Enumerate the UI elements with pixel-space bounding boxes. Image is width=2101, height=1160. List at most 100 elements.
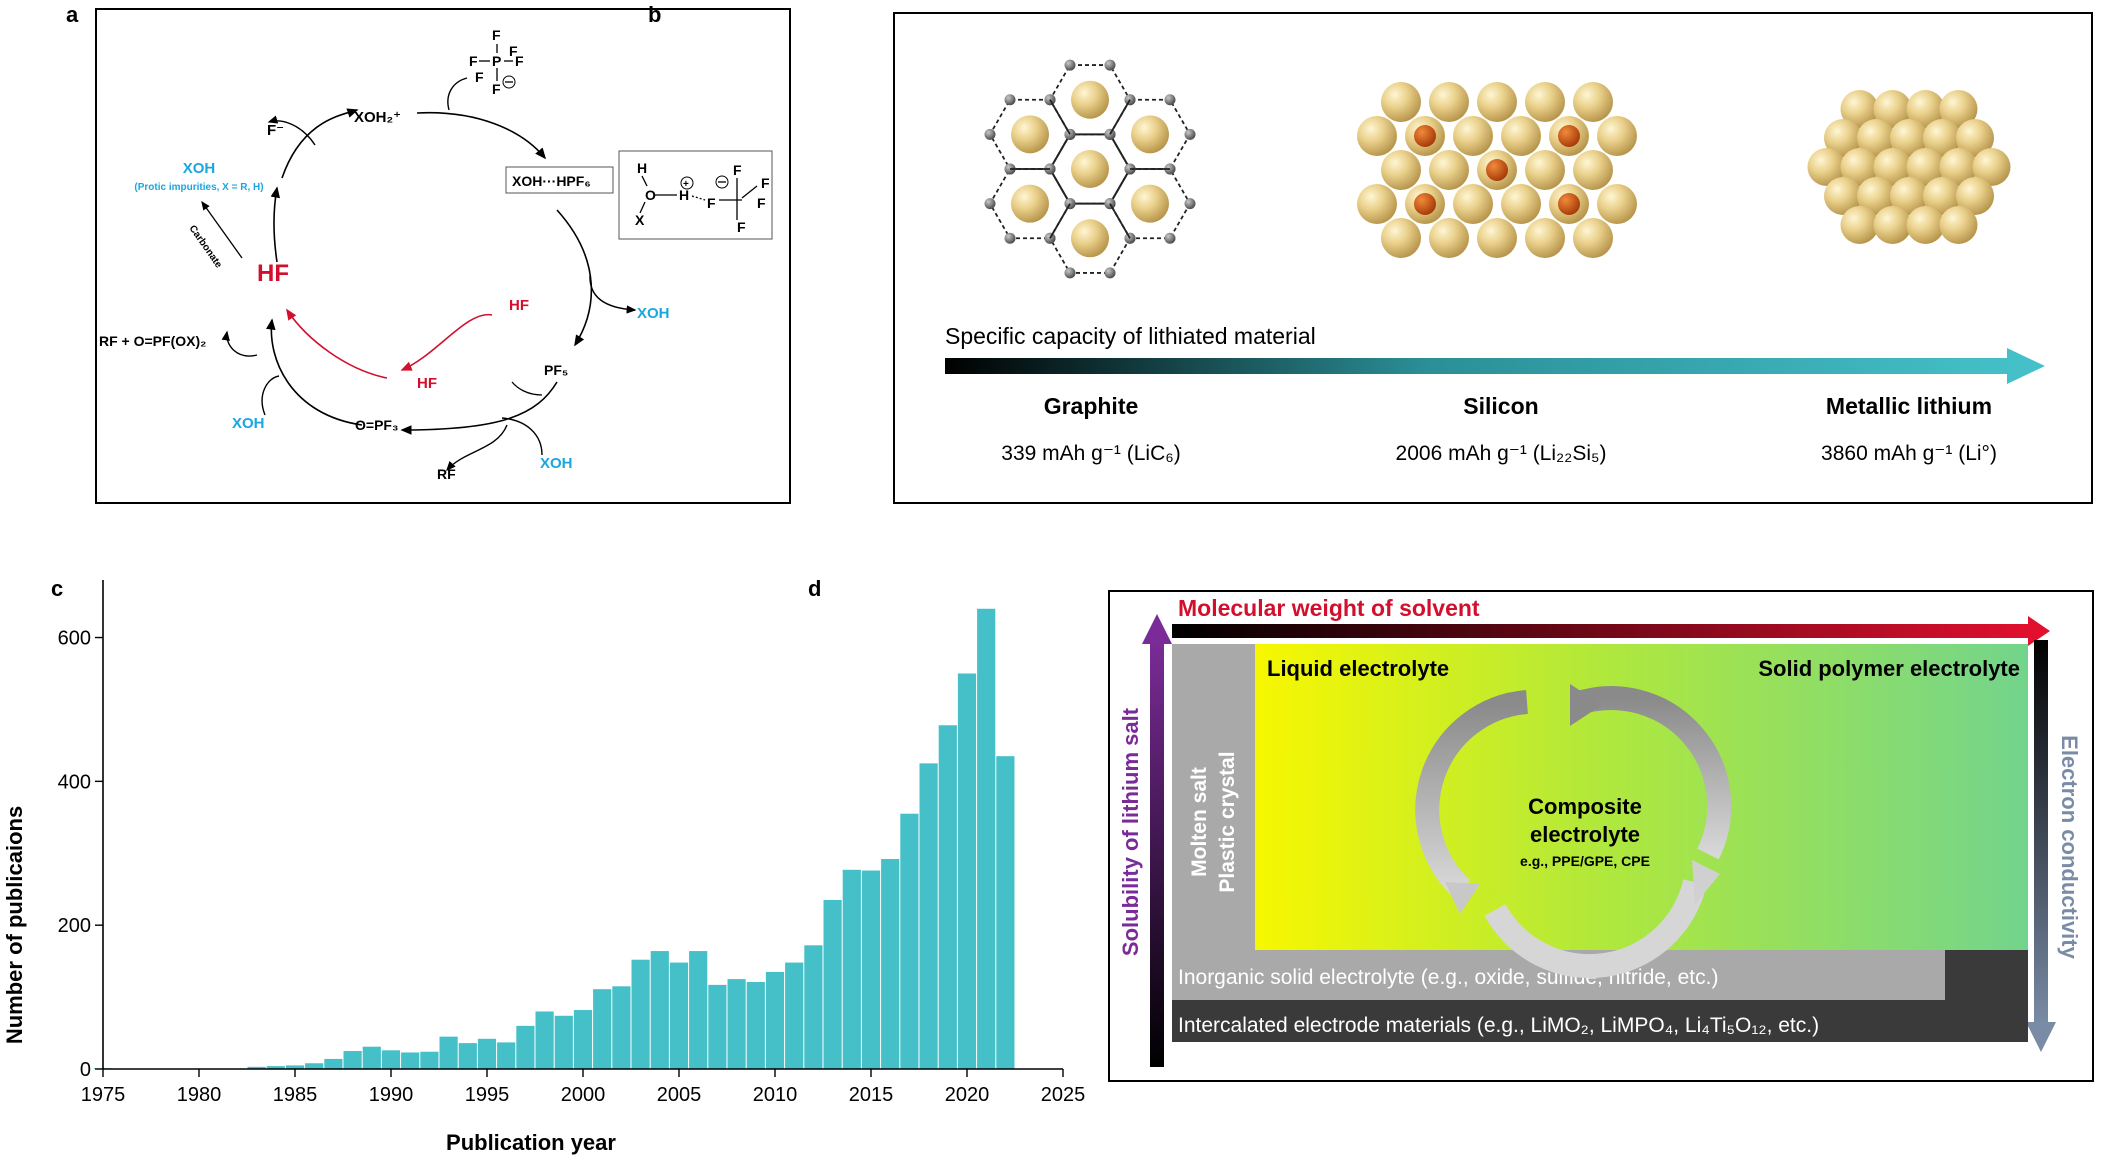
bar-2009 bbox=[746, 981, 765, 1069]
x-tick-label: 2025 bbox=[1041, 1084, 1086, 1106]
panel-a-frame: XOH₂⁺ F⁻ XOH (Protic impurities, X = R, … bbox=[95, 8, 791, 504]
arrow-xoh-left-in bbox=[261, 375, 280, 416]
label-carbonate: Carbonate bbox=[187, 223, 225, 270]
arrow-rf-out bbox=[446, 424, 508, 472]
svg-text:P: P bbox=[492, 53, 501, 69]
label-f-minus: F⁻ bbox=[267, 122, 284, 139]
panel-d-frame: Molecular weight of solvent Solubility o… bbox=[1108, 590, 2094, 1082]
label-composite-examples: e.g., PPE/GPE, CPE bbox=[1520, 853, 1650, 869]
arrow-xoh-out bbox=[589, 274, 637, 314]
bar-1987 bbox=[324, 1058, 343, 1069]
x-tick-label: 1995 bbox=[465, 1084, 510, 1106]
arrow-rf-product bbox=[221, 330, 258, 357]
x-tick-label: 1975 bbox=[81, 1084, 126, 1106]
label-plastic-crystal: Plastic crystal bbox=[1216, 751, 1239, 892]
label-hf-red-mid: HF bbox=[417, 375, 437, 392]
svg-text:+: + bbox=[683, 179, 689, 190]
y-tick-label: 600 bbox=[58, 628, 91, 650]
bar-2001 bbox=[593, 989, 612, 1069]
label-hf-main: HF bbox=[257, 260, 289, 287]
capacity-arrow-label: Specific capacity of lithiated material bbox=[945, 323, 1316, 349]
bar-1996 bbox=[497, 1042, 516, 1069]
bar-1983 bbox=[247, 1066, 266, 1069]
label-xoh-right: XOH bbox=[637, 305, 670, 322]
x-tick-label: 2020 bbox=[945, 1084, 990, 1106]
label-inorganic: Inorganic solid electrolyte (e.g., oxide… bbox=[1178, 966, 1718, 989]
capacity-arrow-head bbox=[2007, 348, 2045, 384]
svg-text:X: X bbox=[635, 212, 645, 228]
bar-2000 bbox=[573, 1010, 593, 1069]
label-intercalated: Intercalated electrode materials (e.g., … bbox=[1178, 1014, 1819, 1037]
bar-1988 bbox=[343, 1051, 362, 1069]
bar-2008 bbox=[727, 979, 746, 1069]
arrow-carbonate bbox=[201, 200, 243, 259]
label-composite: Composite bbox=[1528, 794, 1642, 819]
y-tick-label: 0 bbox=[80, 1059, 91, 1081]
bar-2014 bbox=[842, 869, 861, 1069]
svg-text:O: O bbox=[645, 187, 656, 203]
svg-text:F: F bbox=[492, 27, 501, 43]
arrow-hf-red-2 bbox=[286, 308, 388, 379]
bar-2022 bbox=[996, 756, 1015, 1069]
top-arrow-label: Molecular weight of solvent bbox=[1178, 595, 1480, 621]
molten-plastic-area bbox=[1172, 644, 1255, 950]
electrolyte-classification-diagram: Molecular weight of solvent Solubility o… bbox=[1118, 595, 2082, 1067]
bar-1990 bbox=[381, 1050, 401, 1069]
arrow-hf-release bbox=[511, 381, 543, 396]
bar-1984 bbox=[266, 1066, 285, 1069]
publications-bar-chart: 1975 1980 1985 1990 1995 2000 2005 2010 2015 2020… bbox=[2, 580, 1086, 1155]
graphite-structure bbox=[984, 59, 1196, 279]
label-xoh-bottom: XOH bbox=[540, 455, 573, 472]
bar-2015 bbox=[861, 870, 881, 1069]
bar-2012 bbox=[804, 945, 823, 1069]
svg-text:F: F bbox=[757, 195, 766, 211]
bar-2011 bbox=[785, 962, 804, 1069]
bar-1986 bbox=[305, 1063, 324, 1069]
bar-2021 bbox=[977, 608, 996, 1069]
label-xoh-hpf6: XOH···HPF₆ bbox=[512, 173, 591, 189]
svg-text:F: F bbox=[475, 69, 484, 85]
panel-letter-d: d bbox=[808, 576, 822, 601]
arrow-to-complex bbox=[416, 111, 547, 160]
arrow-xoh-to-xoh2 bbox=[281, 108, 359, 179]
bar-2005 bbox=[669, 962, 689, 1069]
svg-text:F: F bbox=[737, 219, 746, 235]
bar-2006 bbox=[689, 951, 708, 1069]
label-rf-product: RF + O=PF(OX)₂ bbox=[99, 333, 206, 349]
arrow-hf-up bbox=[270, 186, 281, 263]
complex-box bbox=[505, 166, 614, 194]
bar-1985 bbox=[285, 1065, 305, 1069]
bar-1995 bbox=[477, 1038, 497, 1069]
label-xoh-left: XOH bbox=[232, 415, 265, 432]
svg-text:H: H bbox=[637, 160, 647, 176]
label-protic-note: (Protic impurities, X = R, H) bbox=[134, 182, 263, 193]
label-hf-red-top: HF bbox=[509, 297, 529, 314]
label-xoh2: XOH₂⁺ bbox=[354, 109, 401, 126]
y-tick-label: 200 bbox=[58, 915, 91, 937]
material-name-lithium: Metallic lithium bbox=[1826, 393, 1992, 419]
panel-letter-c: c bbox=[51, 576, 64, 601]
hpf6-structure: H O X H F F F F F + bbox=[635, 160, 770, 235]
panel-b-frame: Specific capacity of lithiated material … bbox=[893, 12, 2093, 504]
x-tick-label: 2010 bbox=[753, 1084, 798, 1106]
x-tick-label: 2005 bbox=[657, 1084, 702, 1106]
top-arrow-head bbox=[2028, 616, 2050, 646]
material-capacity-silicon: 2006 mAh g⁻¹ (Li₂₂Si₅) bbox=[1396, 442, 1607, 465]
label-molten-salt: Molten salt bbox=[1188, 767, 1211, 877]
bar-1998 bbox=[535, 1011, 554, 1069]
x-tick-label: 2015 bbox=[849, 1084, 894, 1106]
pf6-anion: F F P F F F F bbox=[469, 27, 524, 97]
label-liquid-electrolyte: Liquid electrolyte bbox=[1267, 656, 1449, 681]
svg-text:F: F bbox=[707, 195, 716, 211]
bar-2013 bbox=[823, 900, 842, 1069]
specific-capacity-diagram: Specific capacity of lithiated material … bbox=[945, 59, 2045, 465]
svg-text:F: F bbox=[469, 53, 478, 69]
arrow-hf-red-1 bbox=[400, 314, 493, 371]
bar-2016 bbox=[881, 859, 900, 1069]
lithium-structure bbox=[1807, 90, 2011, 244]
bar-1992 bbox=[420, 1051, 439, 1069]
label-composite-electrolyte: electrolyte bbox=[1530, 822, 1640, 847]
bar-1997 bbox=[516, 1025, 535, 1069]
arrow-pf6-in bbox=[447, 77, 468, 111]
arrow-f-minus bbox=[267, 115, 316, 146]
